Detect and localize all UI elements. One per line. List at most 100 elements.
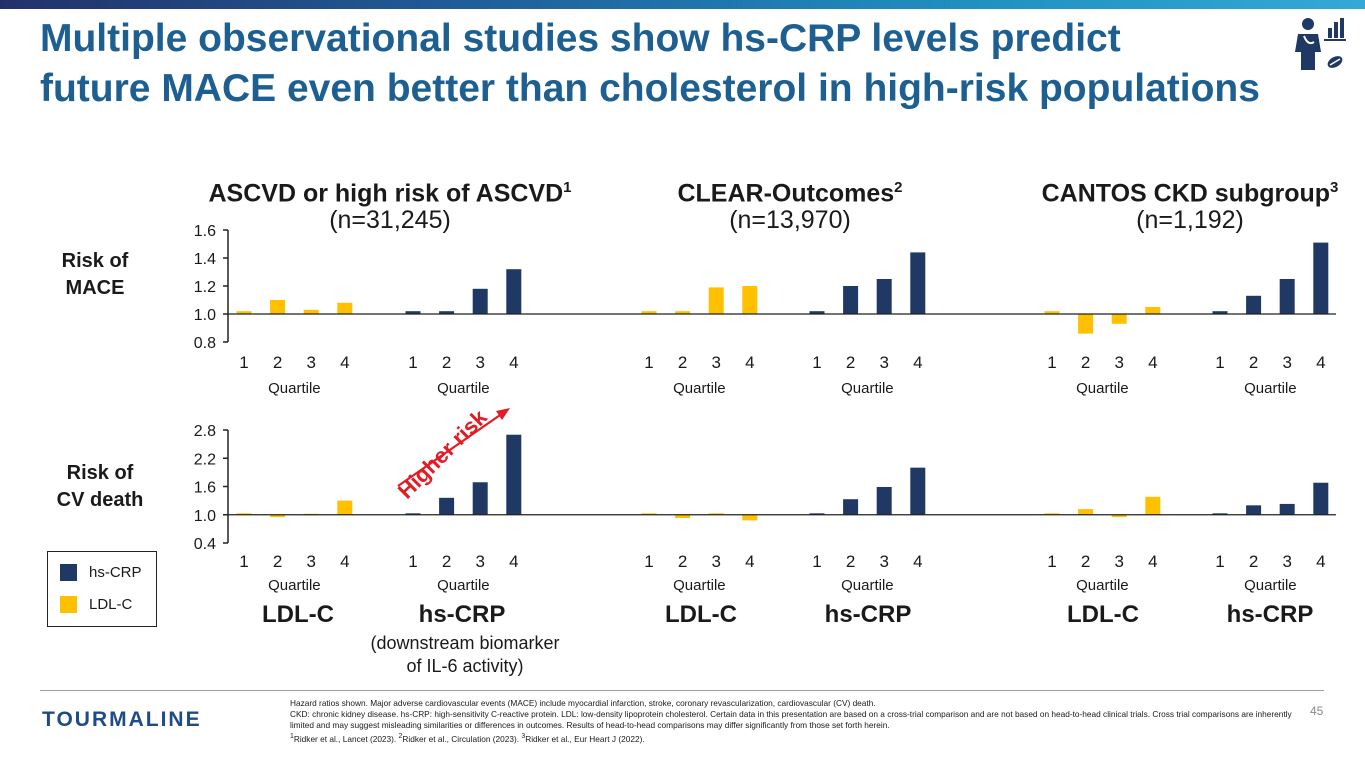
doctor-chart-icon (1295, 18, 1346, 70)
bar-ldlc-q3 (708, 287, 724, 314)
bar-hscrp-q4 (910, 467, 926, 515)
y-tick-label: 1.0 (194, 508, 216, 525)
bottom-label-ldl-3: LDL-C (1067, 601, 1139, 628)
bar-ldlc-q3 (708, 513, 724, 515)
quartile-tick-label: 2 (846, 353, 855, 372)
quartile-tick-label: 4 (745, 552, 754, 571)
quartile-tick-label: 4 (913, 552, 922, 571)
y-tick-label: 1.0 (194, 307, 216, 324)
quartile-tick-label: 4 (509, 353, 518, 372)
x-axis-label: Quartile (437, 577, 490, 594)
quartile-tick-label: 2 (273, 552, 282, 571)
row-label-cv-death: Risk of CV death (56, 462, 144, 511)
bar-hscrp-q4 (506, 434, 522, 515)
group-title-clear: CLEAR-Outcomes2 (677, 179, 903, 208)
quartile-tick-label: 4 (1148, 552, 1157, 571)
bar-hscrp-q2 (843, 286, 859, 314)
quartile-tick-label: 3 (1114, 552, 1123, 571)
hscrp-subtitle: (downstream biomarker of IL-6 activity) (370, 633, 560, 676)
bar-ldlc-q3 (303, 309, 319, 314)
quartile-tick-label: 3 (1282, 552, 1291, 571)
bar-ldlc-q1 (1044, 311, 1060, 314)
bar-ldlc-q4 (337, 500, 353, 515)
bar-hscrp-q1 (405, 513, 421, 515)
x-axis-label: Quartile (268, 577, 321, 594)
bar-hscrp-q1 (1212, 311, 1228, 314)
x-axis-label: Quartile (673, 380, 726, 397)
quartile-tick-label: 2 (846, 552, 855, 571)
quartile-tick-label: 3 (306, 353, 315, 372)
x-axis-label: Quartile (437, 380, 490, 397)
bar-hscrp-q2 (843, 499, 859, 515)
page-title: Multiple observational studies show hs-C… (40, 14, 1260, 114)
y-tick-label: 1.6 (194, 223, 216, 240)
bar-ldlc-q1 (1044, 513, 1060, 515)
group-n-ascvd: (n=31,245) (329, 206, 451, 234)
bar-ldlc-q3 (1111, 314, 1127, 324)
bar-hscrp-q4 (910, 252, 926, 314)
footnote-2: CKD: chronic kidney disease. hs-CRP: hig… (290, 709, 1292, 730)
y-tick-label: 2.2 (194, 451, 216, 468)
higher-risk-arrow (397, 412, 504, 487)
bar-ldlc-q4 (742, 286, 758, 314)
bar-ldlc-q2 (675, 514, 691, 519)
bar-hscrp-q1 (1212, 513, 1228, 515)
group-n-cantos: (n=1,192) (1136, 206, 1244, 234)
quartile-tick-label: 4 (340, 552, 349, 571)
bar-ldlc-q3 (1111, 514, 1127, 518)
bar-hscrp-q4 (1313, 482, 1329, 515)
quartile-tick-label: 4 (1316, 552, 1325, 571)
quartile-tick-label: 1 (1215, 353, 1224, 372)
quartile-tick-label: 3 (1282, 353, 1291, 372)
higher-risk-arrowhead (496, 408, 510, 420)
x-axis-label: Quartile (1076, 380, 1129, 397)
quartile-tick-label: 2 (678, 353, 687, 372)
quartile-tick-label: 4 (509, 552, 518, 571)
y-tick-label: 1.2 (194, 279, 216, 296)
bar-ldlc-q1 (236, 513, 252, 515)
bar-ldlc-q2 (270, 514, 286, 518)
quartile-tick-label: 1 (812, 552, 821, 571)
bar-ldlc-q2 (675, 311, 691, 314)
legend-item-ldl: LDL-C (60, 596, 132, 613)
bar-ldlc-q1 (236, 311, 252, 314)
y-tick-label: 0.8 (194, 335, 216, 352)
quartile-tick-label: 2 (442, 353, 451, 372)
bar-hscrp-q1 (405, 311, 421, 314)
quartile-tick-label: 4 (1148, 353, 1157, 372)
x-axis-label: Quartile (1244, 577, 1297, 594)
quartile-tick-label: 3 (306, 552, 315, 571)
bar-ldlc-q2 (1078, 314, 1094, 334)
bar-hscrp-q4 (506, 269, 522, 314)
quartile-tick-label: 1 (1215, 552, 1224, 571)
x-axis-label: Quartile (841, 380, 894, 397)
quartile-tick-label: 1 (812, 353, 821, 372)
quartile-tick-label: 3 (475, 552, 484, 571)
company-logo: TOURMALINE (42, 708, 202, 731)
quartile-tick-label: 3 (711, 552, 720, 571)
bar-ldlc-q4 (1145, 496, 1161, 515)
bar-hscrp-q2 (439, 311, 455, 314)
group-title-ascvd: ASCVD or high risk of ASCVD1 (208, 179, 572, 208)
quartile-tick-label: 1 (239, 552, 248, 571)
group-n-clear: (n=13,970) (729, 206, 851, 234)
bar-hscrp-q4 (1313, 242, 1329, 314)
x-axis-label: Quartile (1076, 577, 1129, 594)
quartile-tick-label: 4 (1316, 353, 1325, 372)
chart-legend: hs-CRP LDL-C (47, 551, 157, 627)
quartile-tick-label: 1 (408, 353, 417, 372)
footnote-references: 1Ridker et al., Lancet (2023). 2Ridker e… (290, 733, 645, 744)
quartile-tick-label: 1 (644, 552, 653, 571)
top-accent-bar (0, 0, 1365, 9)
footer-divider (40, 690, 1324, 691)
bar-hscrp-q3 (876, 486, 892, 515)
x-axis-label: Quartile (1244, 380, 1297, 397)
quartile-tick-label: 1 (644, 353, 653, 372)
quartile-tick-label: 1 (1047, 353, 1056, 372)
page-number: 45 (1310, 704, 1324, 718)
bar-hscrp-q3 (1279, 279, 1295, 314)
bottom-label-hscrp-3: hs-CRP (1226, 601, 1314, 628)
legend-item-hscrp: hs-CRP (60, 564, 142, 581)
bar-ldlc-q4 (1145, 307, 1161, 314)
quartile-tick-label: 4 (913, 353, 922, 372)
